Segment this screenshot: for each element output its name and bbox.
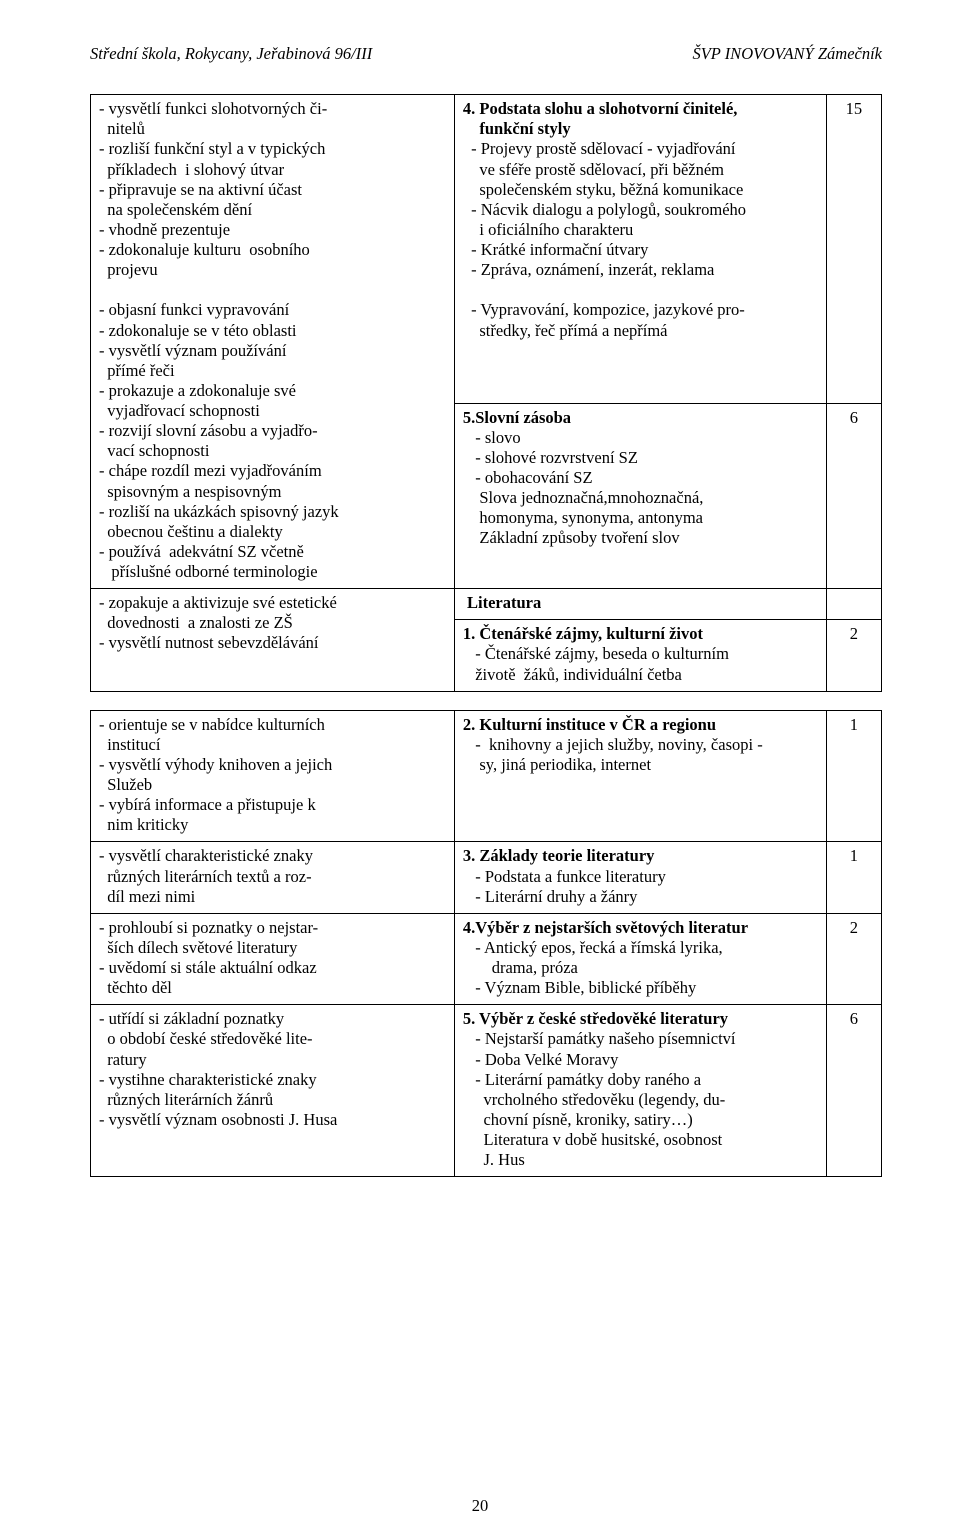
mid-cell-1: 4. Podstata slohu a slohotvorní činitelé…	[454, 95, 826, 403]
left-cell-1: - vysvětlí funkci slohotvorných či- nite…	[91, 95, 455, 589]
mid-cell-9: 5. Výběr z české středověké literatury -…	[454, 1005, 826, 1177]
content-table-2: - orientuje se v nabídce kulturních inst…	[90, 710, 882, 1178]
left-cell-8: - prohloubí si poznatky o nejstar- ších …	[91, 913, 455, 1005]
page-footer: 20	[0, 1496, 960, 1516]
mid-cell-2: 5.Slovní zásoba - slovo - slohové rozvrs…	[454, 403, 826, 589]
right-cell-lit	[826, 589, 881, 620]
mid-cell-literatura: Literatura	[454, 589, 826, 620]
page-number: 20	[472, 1496, 489, 1515]
left-cell-3: - zopakuje a aktivizuje své estetické do…	[91, 589, 455, 692]
table-gap	[90, 692, 882, 710]
left-cell-7: - vysvětlí charakteristické znaky různýc…	[91, 842, 455, 913]
mid-cell-5: 1. Čtenářské zájmy, kulturní život - Čte…	[454, 620, 826, 691]
content-table: - vysvětlí funkci slohotvorných či- nite…	[90, 94, 882, 692]
header-right: ŠVP INOVOVANÝ Zámečník	[692, 44, 882, 64]
left-cell-9: - utřídí si základní poznatky o období č…	[91, 1005, 455, 1177]
header-left: Střední škola, Rokycany, Jeřabinová 96/I…	[90, 44, 372, 64]
mid-cell-7: 3. Základy teorie literatury - Podstata …	[454, 842, 826, 913]
mid-cell-6: 2. Kulturní instituce v ČR a regionu - k…	[454, 710, 826, 842]
right-cell-1: 15	[826, 95, 881, 403]
right-cell-7: 1	[826, 842, 881, 913]
mid-cell-8: 4.Výběr z nejstarších světových literatu…	[454, 913, 826, 1005]
right-cell-6: 1	[826, 710, 881, 842]
page-header: Střední škola, Rokycany, Jeřabinová 96/I…	[90, 44, 882, 64]
right-cell-8: 2	[826, 913, 881, 1005]
left-cell-6: - orientuje se v nabídce kulturních inst…	[91, 710, 455, 842]
right-cell-2: 6	[826, 403, 881, 589]
right-cell-9: 6	[826, 1005, 881, 1177]
right-cell-5: 2	[826, 620, 881, 691]
